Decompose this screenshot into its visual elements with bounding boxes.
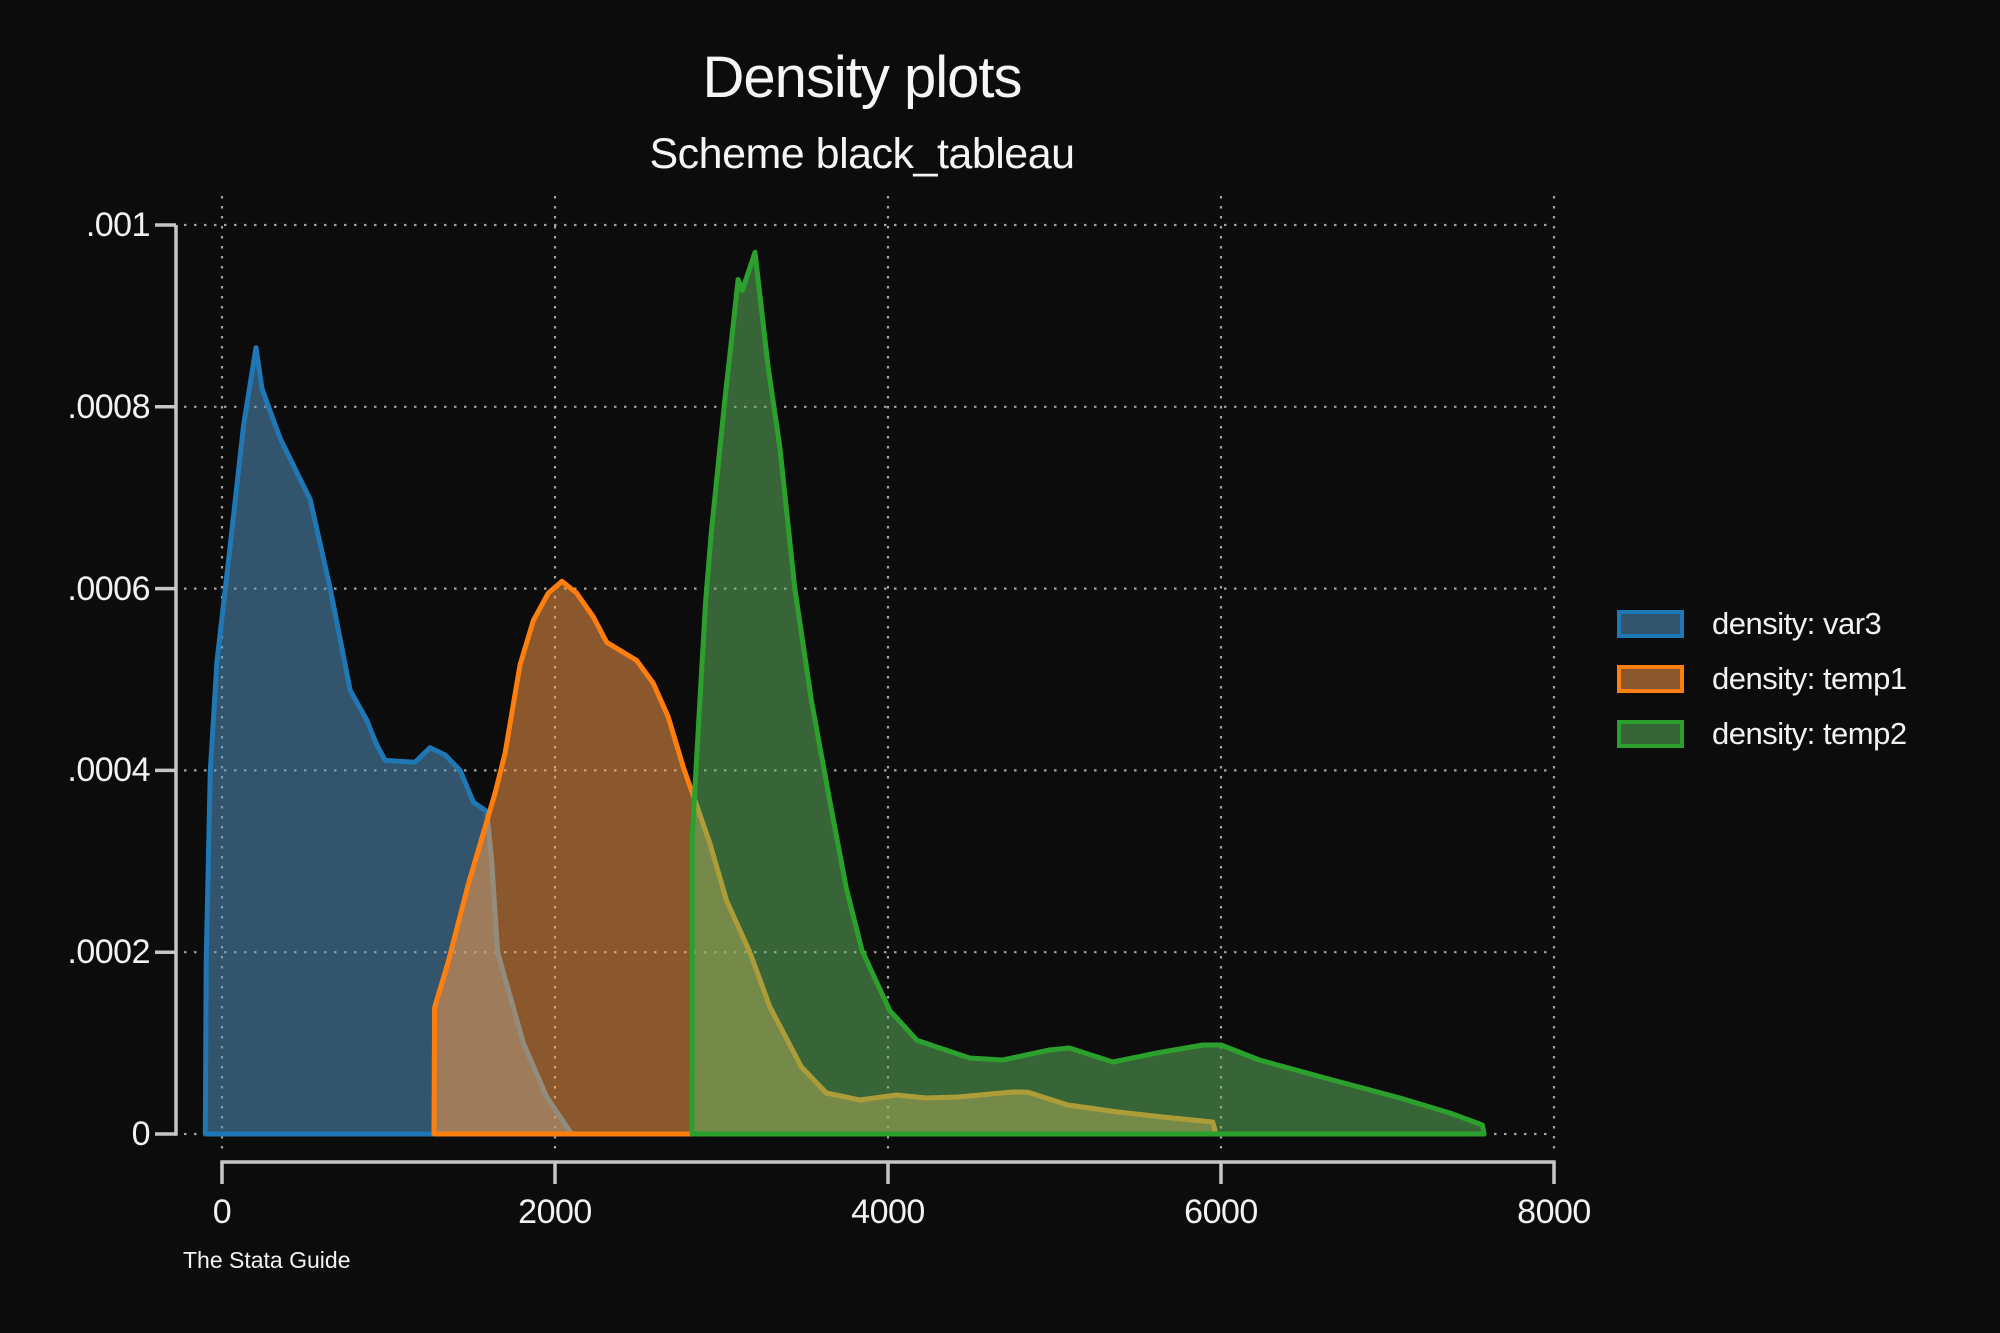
caption: The Stata Guide: [183, 1247, 351, 1273]
legend-swatch-temp1: [1617, 665, 1684, 693]
y-tick-label: 0: [131, 1115, 151, 1153]
legend-label: density: temp2: [1712, 716, 1907, 751]
y-tick-label: .001: [85, 206, 151, 244]
chart-title: Density plots: [702, 45, 1022, 110]
x-tick-label: 6000: [1184, 1193, 1258, 1231]
y-tick-label: .0004: [67, 751, 150, 789]
legend-swatch-var3: [1617, 610, 1684, 638]
density-area-temp2: [689, 249, 1487, 1137]
y-tick-label: .0002: [67, 933, 150, 971]
legend-item-temp2: density: temp2: [1617, 716, 1907, 751]
legend: density: var3 density: temp1 density: te…: [1617, 606, 1907, 775]
x-tick-label: 2000: [518, 1193, 592, 1231]
chart-subtitle: Scheme black_tableau: [649, 130, 1075, 178]
legend-item-var3: density: var3: [1617, 606, 1907, 641]
density-areas: [202, 249, 1487, 1137]
legend-label: density: temp1: [1712, 661, 1907, 696]
legend-item-temp1: density: temp1: [1617, 661, 1907, 696]
y-tick-label: .0008: [67, 388, 150, 426]
x-tick-label: 0: [212, 1193, 232, 1231]
legend-swatch-temp2: [1617, 720, 1684, 748]
y-tick-label: .0006: [67, 570, 150, 608]
x-tick-label: 4000: [851, 1193, 925, 1231]
axes: [155, 223, 1556, 1184]
x-tick-label: 8000: [1517, 1193, 1591, 1231]
legend-label: density: var3: [1712, 606, 1882, 641]
